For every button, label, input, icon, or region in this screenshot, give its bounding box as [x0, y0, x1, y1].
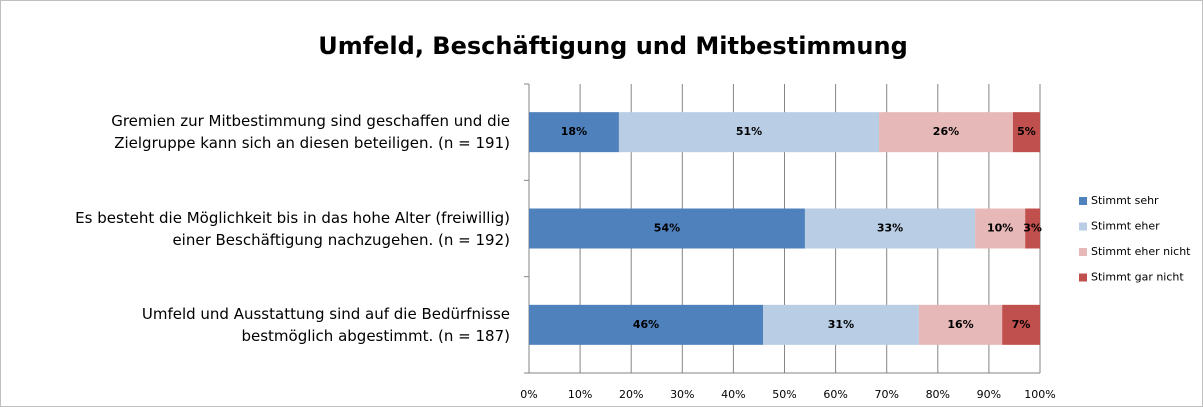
- category-label: Es besteht die Möglichkeit bis in das ho…: [75, 208, 510, 249]
- data-label: 31%: [828, 318, 854, 331]
- data-label: 16%: [947, 318, 973, 331]
- x-tick-label: 60%: [823, 388, 847, 401]
- bar-segment: [529, 208, 805, 249]
- data-label: 26%: [933, 125, 959, 138]
- data-label: 33%: [877, 222, 903, 235]
- data-label: 3%: [1023, 222, 1042, 235]
- x-tick-label: 40%: [721, 388, 745, 401]
- x-tick-label: 100%: [1024, 388, 1055, 401]
- legend-swatch: [1079, 273, 1087, 282]
- x-tick-label: 10%: [568, 388, 592, 401]
- bar-segment: [1002, 304, 1040, 345]
- legend-swatch: [1079, 248, 1087, 256]
- bar-segment: [1012, 112, 1040, 153]
- legend-label: Stimmt gar nicht: [1091, 271, 1184, 284]
- x-tick-label: 30%: [670, 388, 694, 401]
- data-label: 51%: [736, 125, 762, 138]
- x-tick-label: 50%: [772, 388, 796, 401]
- legend-swatch: [1079, 222, 1087, 231]
- bar-segment: [1025, 208, 1040, 249]
- data-label: 5%: [1017, 125, 1036, 138]
- data-label: 10%: [987, 222, 1013, 235]
- chart-title: Umfeld, Beschäftigung und Mitbestimmung: [318, 32, 908, 60]
- category-label: Umfeld und Ausstattung sind auf die Bedü…: [141, 304, 510, 345]
- data-label: 18%: [561, 125, 587, 138]
- bar-segment: [918, 304, 1003, 345]
- x-tick-label: 70%: [874, 388, 898, 401]
- x-tick-label: 80%: [926, 388, 950, 401]
- legend-swatch: [1079, 197, 1087, 205]
- x-tick-label: 90%: [977, 388, 1001, 401]
- bar-segment: [804, 208, 976, 249]
- x-tick-label: 0%: [520, 388, 537, 401]
- legend-label: Stimmt eher nicht: [1091, 245, 1191, 258]
- bar-segment: [529, 304, 764, 345]
- bar-segment: [975, 208, 1026, 249]
- data-label: 46%: [633, 318, 659, 331]
- bar-segment: [879, 112, 1013, 153]
- legend-label: Stimmt sehr: [1091, 194, 1159, 207]
- x-tick-label: 20%: [619, 388, 643, 401]
- data-label: 54%: [654, 222, 680, 235]
- data-label: 7%: [1012, 318, 1031, 331]
- bar-segment: [529, 112, 619, 153]
- legend-label: Stimmt eher: [1091, 220, 1160, 233]
- category-label: Gremien zur Mitbestimmung sind geschaffe…: [111, 112, 510, 153]
- bar-segment: [763, 304, 919, 345]
- bar-segment: [618, 112, 880, 153]
